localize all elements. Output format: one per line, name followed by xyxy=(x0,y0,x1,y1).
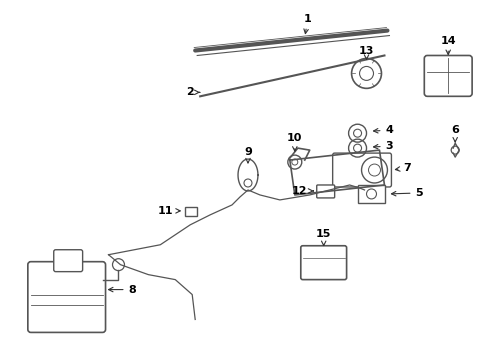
Text: 14: 14 xyxy=(440,36,455,54)
Text: 15: 15 xyxy=(315,229,331,246)
FancyBboxPatch shape xyxy=(28,262,105,332)
Text: 8: 8 xyxy=(108,284,136,294)
FancyBboxPatch shape xyxy=(54,250,82,272)
Text: 5: 5 xyxy=(391,188,422,198)
Text: 10: 10 xyxy=(286,133,302,151)
FancyBboxPatch shape xyxy=(332,153,390,187)
Text: 7: 7 xyxy=(395,163,410,173)
Bar xyxy=(357,185,385,203)
Text: 12: 12 xyxy=(291,186,313,196)
Text: 1: 1 xyxy=(303,14,311,33)
FancyBboxPatch shape xyxy=(424,55,471,96)
Text: 2: 2 xyxy=(186,87,199,97)
Text: 6: 6 xyxy=(450,125,458,142)
Text: 3: 3 xyxy=(373,141,392,151)
Bar xyxy=(185,207,197,216)
FancyBboxPatch shape xyxy=(316,185,334,198)
Text: 13: 13 xyxy=(358,45,373,59)
Text: 9: 9 xyxy=(244,147,251,163)
FancyBboxPatch shape xyxy=(300,246,346,280)
Text: 11: 11 xyxy=(157,206,180,216)
Text: 4: 4 xyxy=(373,125,392,135)
